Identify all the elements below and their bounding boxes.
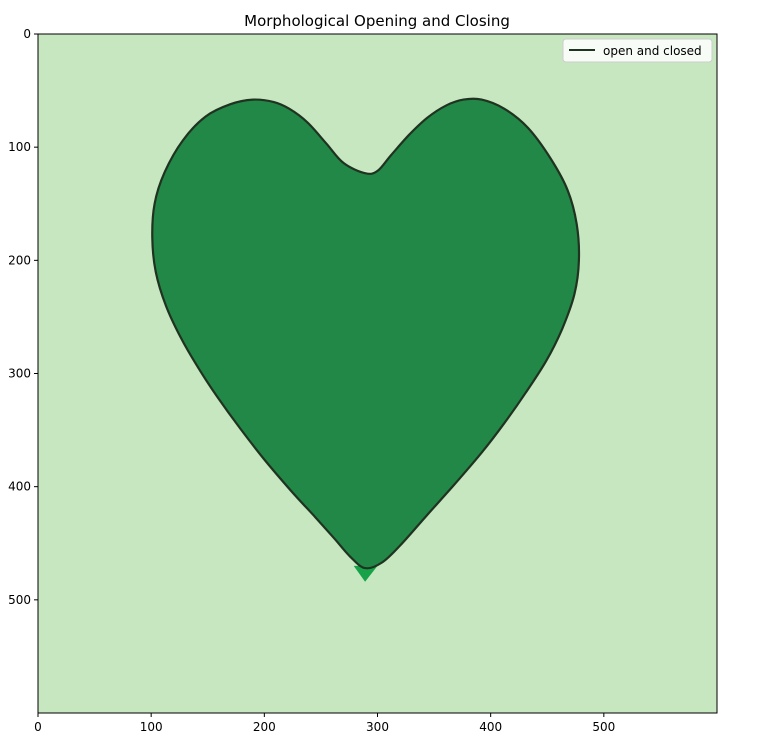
x-tick-label: 500 xyxy=(592,720,615,734)
legend-label-open-and-closed: open and closed xyxy=(603,44,702,58)
y-axis: 0 100 200 300 400 500 xyxy=(8,27,38,607)
x-axis: 0 100 200 300 400 500 xyxy=(34,713,615,734)
y-tick-label: 100 xyxy=(8,140,31,154)
contour-line-open-and-closed xyxy=(151,97,581,570)
y-tick-label: 0 xyxy=(23,27,31,41)
y-tick-label: 400 xyxy=(8,480,31,494)
x-tick-label: 0 xyxy=(34,720,42,734)
x-tick-label: 400 xyxy=(479,720,502,734)
legend: open and closed xyxy=(562,38,713,63)
x-tick-label: 200 xyxy=(253,720,276,734)
heart-shape xyxy=(152,98,580,569)
y-tick-label: 300 xyxy=(8,367,31,381)
tip-dark-region xyxy=(353,565,378,582)
x-tick-label: 100 xyxy=(140,720,163,734)
x-tick-label: 300 xyxy=(366,720,389,734)
legend-box xyxy=(562,38,713,63)
chart-title: Morphological Opening and Closing xyxy=(244,12,510,30)
y-tick-label: 200 xyxy=(8,253,31,267)
y-tick-label: 500 xyxy=(8,593,31,607)
